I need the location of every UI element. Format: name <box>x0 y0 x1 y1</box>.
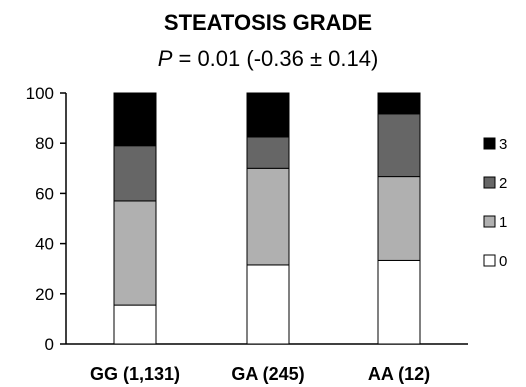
legend-swatch-grade-2 <box>483 176 496 189</box>
bar-segment-grade-0 <box>113 304 157 345</box>
bar-segment-grade-0 <box>377 259 421 345</box>
y-tick-label: 60 <box>35 184 54 203</box>
y-tick-label: 40 <box>35 235 54 254</box>
legend-swatch-grade-3 <box>483 137 496 150</box>
y-tick-label: 0 <box>45 335 54 354</box>
y-tick-label: 100 <box>26 84 54 103</box>
bar-segment-grade-3 <box>246 92 290 138</box>
y-tick-label: 20 <box>35 285 54 304</box>
x-category-label: AA (12) <box>368 364 430 384</box>
plot-area: 0 20 40 60 80 100 GG (1,131) GA (245) AA (12) <box>26 84 468 384</box>
p-value-text: = 0.01 (-0.36 ± 0.14) <box>172 46 378 71</box>
legend: 3 2 1 0 <box>483 136 507 270</box>
legend-label-grade-2: 2 <box>499 175 507 192</box>
bar-segment-grade-3 <box>113 92 157 147</box>
chart-subtitle: P = 0.01 (-0.36 ± 0.14) <box>158 46 379 71</box>
bar-segment-grade-1 <box>113 200 157 306</box>
legend-swatch-grade-1 <box>483 215 496 228</box>
legend-swatch-grade-0 <box>483 254 496 267</box>
x-category-label: GG (1,131) <box>90 364 180 384</box>
bar-segment-grade-2 <box>377 113 421 178</box>
legend-label-grade-3: 3 <box>499 136 507 153</box>
y-tick-label: 80 <box>35 134 54 153</box>
bar-segment-grade-0 <box>246 264 290 345</box>
bar-segment-grade-2 <box>113 145 157 202</box>
p-value-label: P <box>158 46 173 71</box>
x-category-label: GA (245) <box>231 364 304 384</box>
legend-label-grade-1: 1 <box>499 214 507 231</box>
chart-title: STEATOSIS GRADE <box>164 10 372 35</box>
bar-segment-grade-1 <box>246 167 290 266</box>
bar-segment-grade-1 <box>377 176 421 261</box>
legend-label-grade-0: 0 <box>499 253 507 270</box>
bar-segment-grade-3 <box>377 92 421 115</box>
bar-segment-grade-2 <box>246 136 290 169</box>
